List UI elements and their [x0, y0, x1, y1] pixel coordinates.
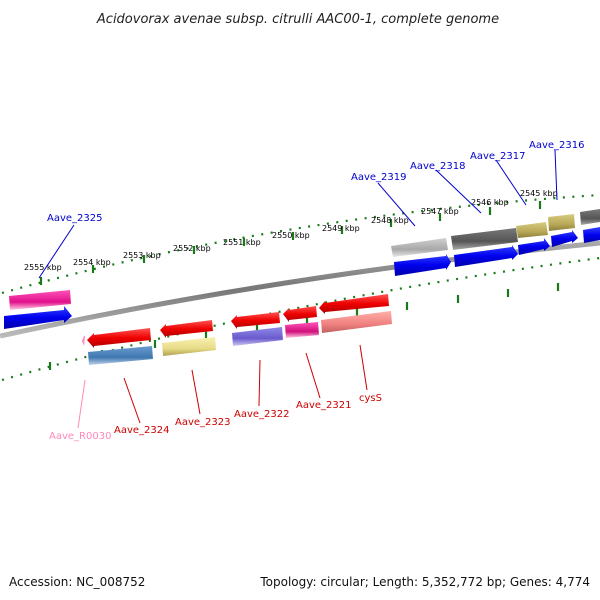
feature-aave-2323-cds[interactable]	[160, 320, 213, 338]
feature-aave-2318-category[interactable]	[451, 228, 518, 250]
feature-aave-2325-category[interactable]	[9, 290, 71, 310]
feature-aave-2323-category[interactable]	[162, 337, 216, 356]
feature-aave-2321-cds[interactable]	[283, 306, 317, 322]
gene-label-aave-2325[interactable]: Aave_2325	[47, 213, 103, 224]
tick-label: 2553 kbp	[123, 251, 161, 260]
tick-label: 2554 kbp	[73, 258, 111, 267]
gene-label-aave-r0030[interactable]: Aave_R0030	[49, 431, 111, 442]
reverse-cds-row	[82, 294, 389, 348]
forward-label-leaders	[38, 149, 558, 279]
feature-aave-2319-category[interactable]	[391, 238, 448, 257]
tick-label: 2551 kbp	[223, 238, 261, 247]
gene-label-aave-2316[interactable]: Aave_2316	[529, 140, 585, 151]
gene-label-aave-2317[interactable]: Aave_2317	[470, 151, 526, 162]
feature-aave-2324-cds[interactable]	[87, 328, 151, 348]
tick-label: 2549 kbp	[322, 224, 360, 233]
reverse-gene-labels: Aave_R0030 Aave_2324 Aave_2323 Aave_2322…	[49, 393, 382, 442]
forward-category-row	[9, 209, 600, 310]
tick-label: 2545 kbp	[520, 189, 558, 198]
feature-cyss-cds[interactable]	[319, 294, 389, 314]
feature-aave-2316-category[interactable]	[548, 214, 575, 231]
feature-next-category[interactable]	[580, 209, 600, 225]
outer-major-ticks	[39, 201, 542, 285]
accession-text: Accession: NC_008752	[9, 575, 145, 589]
gene-label-aave-2321[interactable]: Aave_2321	[296, 400, 352, 411]
feature-next-cds[interactable]	[583, 227, 600, 243]
gene-label-aave-2323[interactable]: Aave_2323	[175, 417, 231, 428]
feature-aave-2316-cds[interactable]	[551, 230, 578, 247]
feature-aave-2317-cds[interactable]	[518, 238, 550, 255]
feature-aave-2318-cds[interactable]	[454, 245, 518, 267]
tick-label: 2548 kbp	[371, 216, 409, 225]
tick-labels: 2555 kbp 2554 kbp 2553 kbp 2552 kbp 2551…	[24, 189, 558, 272]
gene-label-aave-2324[interactable]: Aave_2324	[114, 425, 170, 436]
tick-label: 2552 kbp	[173, 244, 211, 253]
feature-aave-r0030-rna[interactable]	[82, 336, 85, 346]
feature-aave-2324-category[interactable]	[88, 346, 153, 365]
forward-cds-row	[4, 227, 600, 329]
feature-aave-2317-category[interactable]	[516, 222, 548, 238]
tick-label: 2550 kbp	[272, 231, 310, 240]
feature-aave-2322-cds[interactable]	[231, 312, 280, 329]
gene-label-aave-2322[interactable]: Aave_2322	[234, 409, 290, 420]
gene-label-aave-2318[interactable]: Aave_2318	[410, 161, 466, 172]
feature-cyss-category[interactable]	[321, 311, 392, 333]
outer-scale-ring	[1, 193, 600, 295]
tick-label: 2546 kbp	[471, 198, 509, 207]
tick-label: 2555 kbp	[24, 263, 62, 272]
forward-gene-labels: Aave_2325 Aave_2319 Aave_2318 Aave_2317 …	[47, 140, 585, 224]
feature-aave-2322-category[interactable]	[232, 327, 283, 346]
genome-summary-text: Topology: circular; Length: 5,352,772 bp…	[259, 575, 590, 589]
feature-aave-2319-cds[interactable]	[394, 254, 451, 276]
gene-label-cyss[interactable]: cysS	[359, 393, 382, 404]
reverse-category-row	[88, 311, 392, 365]
tick-label: 2547 kbp	[421, 207, 459, 216]
feature-aave-2325-cds[interactable]	[4, 306, 72, 329]
reverse-label-leaders	[77, 344, 368, 429]
gene-label-aave-2319[interactable]: Aave_2319	[351, 172, 407, 183]
feature-aave-2321-category[interactable]	[285, 322, 319, 338]
map-title: Acidovorax avenae subsp. citrulli AAC00-…	[96, 12, 499, 27]
